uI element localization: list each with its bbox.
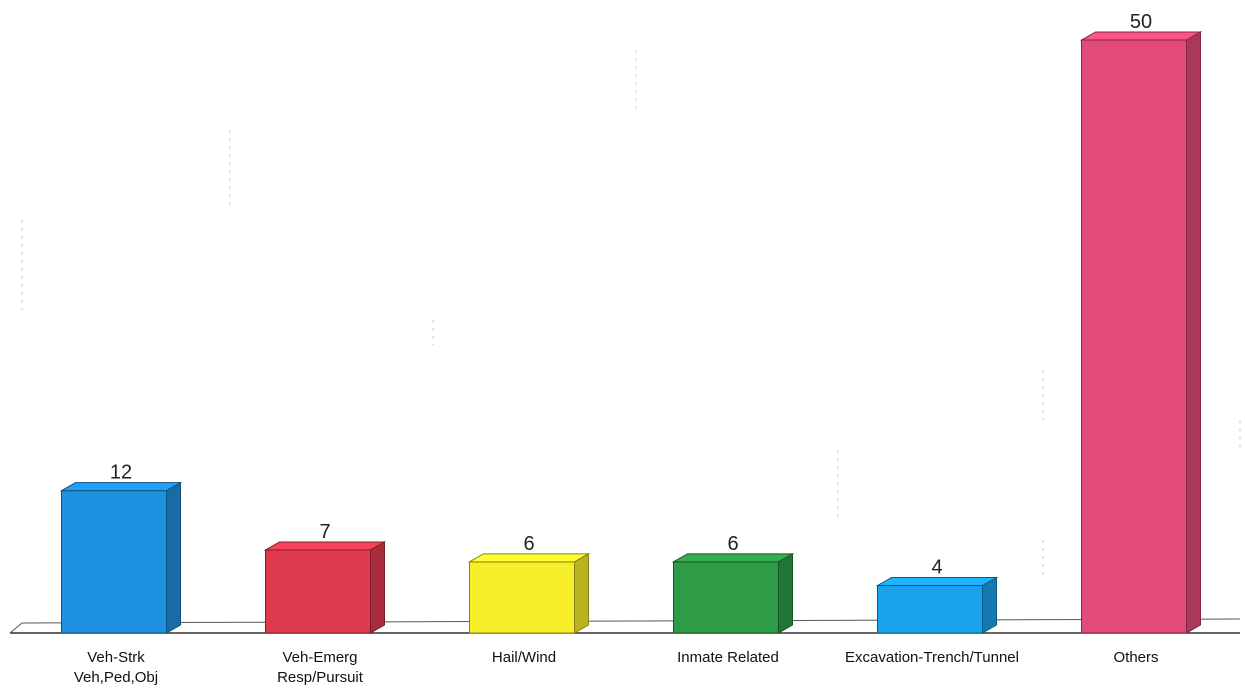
category-label-4: Inmate Related	[677, 649, 779, 666]
bar-side-5	[982, 576, 997, 634]
data-label-5: 4	[931, 557, 942, 579]
category-label-2: Veh-Emerg Resp/Pursuit	[277, 649, 364, 686]
bar-5	[875, 576, 999, 634]
bar-1	[59, 481, 183, 634]
category-label-line: Veh,Ped,Obj	[74, 669, 158, 686]
bar-side-2	[370, 541, 385, 634]
category-label-6: Others	[1113, 649, 1158, 666]
category-label-1: Veh-Strk Veh,Ped,Obj	[74, 649, 158, 686]
bar-front-4	[673, 561, 779, 634]
category-label-line: Others	[1113, 649, 1158, 666]
category-label-3: Hail/Wind	[492, 649, 556, 666]
guide-lines	[21, 50, 1241, 580]
data-label-6: 50	[1130, 11, 1152, 33]
bar-side-1	[166, 481, 181, 634]
category-label-line: Veh-Strk	[87, 649, 145, 666]
category-labels-layer: Veh-Strk Veh,Ped,Obj Veh-Emerg Resp/Pursuit…	[74, 649, 1159, 686]
data-label-1: 12	[110, 462, 132, 484]
bar-4	[671, 552, 795, 634]
category-label-line: Excavation-Trench/Tunnel	[845, 649, 1019, 666]
data-label-4: 6	[727, 533, 738, 555]
category-label-line: Inmate Related	[677, 649, 779, 666]
labels-layer: 12 7 6 6 4 50	[110, 11, 1152, 579]
bar-front-6	[1081, 39, 1187, 634]
category-label-line: Hail/Wind	[492, 649, 556, 666]
chart-floor	[9, 618, 1241, 634]
bar-top-1	[59, 482, 183, 492]
bar-front-5	[877, 585, 983, 634]
category-label-line: Veh-Emerg	[282, 649, 357, 666]
category-label-line: Resp/Pursuit	[277, 669, 364, 686]
bar-side-4	[778, 552, 793, 634]
bar-top-6	[1079, 31, 1203, 41]
data-label-3: 6	[523, 533, 534, 555]
bar-top-4	[671, 553, 795, 563]
bar-6	[1079, 31, 1203, 634]
bar-front-3	[469, 561, 575, 634]
bar-top-3	[467, 553, 591, 563]
bar-top-5	[875, 577, 999, 587]
bar-front-1	[61, 490, 167, 634]
category-label-5: Excavation-Trench/Tunnel	[845, 649, 1019, 666]
bar-side-6	[1186, 31, 1201, 634]
bar-top-2	[263, 541, 387, 551]
bar-2	[263, 541, 387, 634]
data-label-2: 7	[319, 521, 330, 543]
bars-layer	[59, 31, 1203, 634]
bar-side-3	[574, 552, 589, 634]
bar-front-2	[265, 549, 371, 634]
bar-3	[467, 552, 591, 634]
